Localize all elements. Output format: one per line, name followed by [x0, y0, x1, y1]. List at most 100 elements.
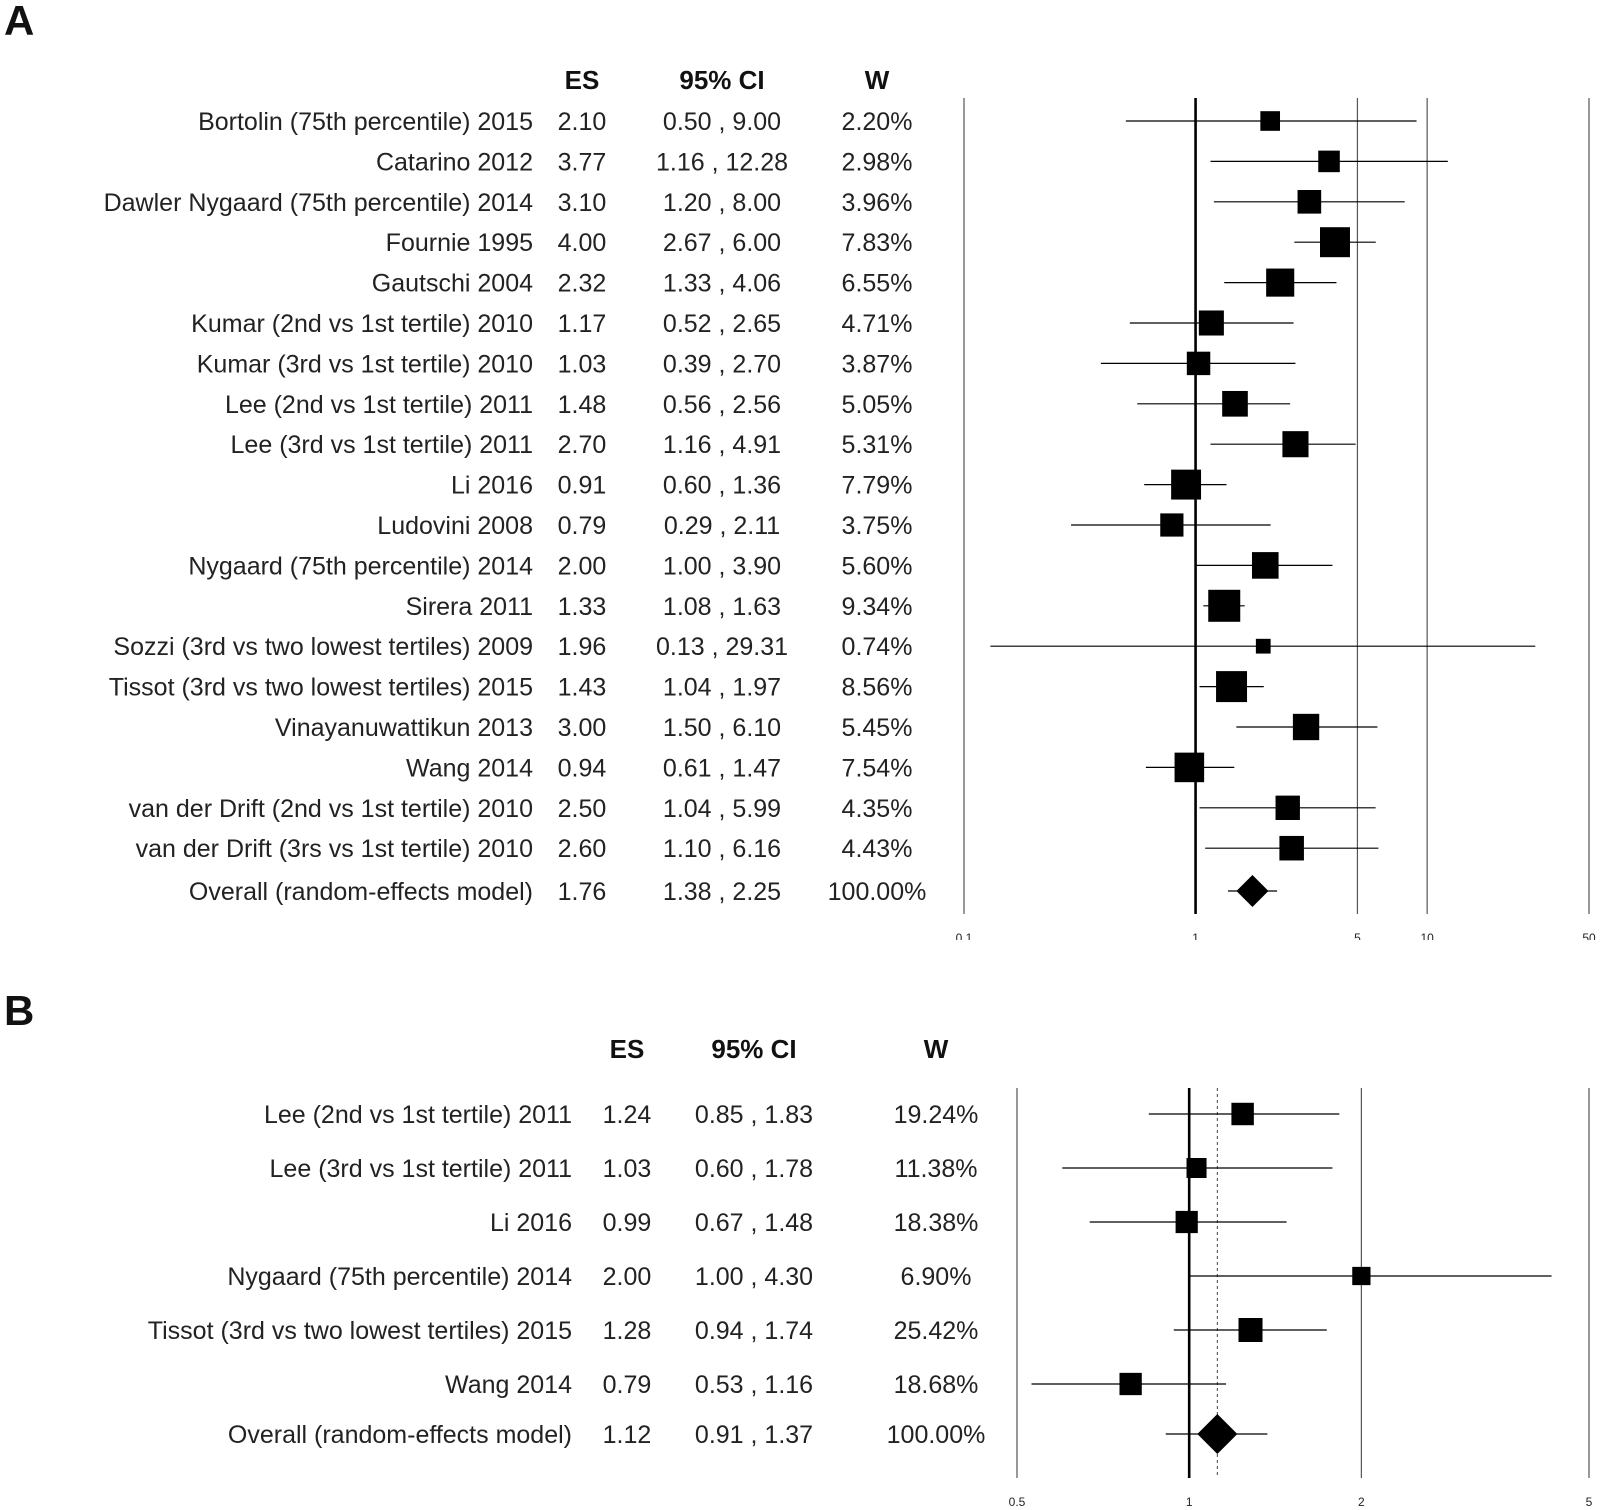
study-label: Fournie 1995	[386, 229, 533, 257]
study-effect-square	[1119, 1372, 1142, 1396]
study-label: Vinayanuwattikun 2013	[275, 714, 533, 742]
header-ci: 95% CI	[711, 1034, 796, 1064]
study-weight-value: 3.96%	[842, 189, 913, 217]
study-effect-square	[1297, 189, 1322, 214]
study-weight-value: 18.38%	[894, 1209, 979, 1237]
study-effect-square	[1292, 713, 1320, 741]
study-es-value: 3.10	[558, 189, 607, 217]
header-w: W	[865, 65, 890, 95]
study-ci-value: 1.10 , 6.16	[663, 835, 781, 863]
header-ci: 95% CI	[679, 65, 764, 95]
study-ci-value: 0.13 , 29.31	[656, 633, 788, 661]
overall-effect-diamond	[1236, 875, 1269, 907]
study-ci-value: 0.60 , 1.78	[695, 1155, 813, 1183]
forest-plot-a-canvas: ES 95% CI W 0.1 1 5 10 50 Bortolin (75th percent…	[104, 65, 1596, 940]
study-effect-square	[1198, 310, 1224, 336]
study-label: Wang 2014	[406, 754, 533, 782]
study-es-value: 3.00	[558, 714, 607, 742]
study-label: Bortolin (75th percentile) 2015	[198, 108, 533, 136]
study-label: Ludovini 2008	[377, 512, 533, 540]
study-es-value: 1.24	[603, 1101, 652, 1129]
panel-letter-a: A	[4, 0, 35, 44]
overall-ci-value: 0.91 , 1.37	[695, 1421, 813, 1449]
study-label: Sozzi (3rd vs two lowest tertiles) 2009	[113, 633, 533, 661]
study-effect-square	[1260, 111, 1281, 131]
study-es-value: 1.28	[603, 1317, 652, 1345]
study-label: Nygaard (75th percentile) 2014	[227, 1263, 572, 1291]
study-es-value: 0.79	[558, 512, 607, 540]
x-tick-label: 5	[1354, 931, 1361, 940]
study-effect-square	[1255, 638, 1271, 654]
study-ci-value: 0.50 , 9.00	[663, 108, 781, 136]
study-weight-value: 9.34%	[842, 593, 913, 621]
overall-weight-value: 100.00%	[828, 878, 927, 906]
study-effect-square	[1174, 752, 1205, 783]
study-label: Nygaard (75th percentile) 2014	[188, 552, 533, 580]
study-weight-value: 8.56%	[842, 674, 913, 702]
study-label: Tissot (3rd vs two lowest tertiles) 2015	[109, 674, 533, 702]
study-weight-value: 5.60%	[842, 552, 913, 580]
study-effect-square	[1275, 795, 1300, 820]
study-es-value: 2.10	[558, 108, 607, 136]
study-weight-value: 3.87%	[842, 350, 913, 378]
study-es-value: 1.96	[558, 633, 607, 661]
study-effect-square	[1282, 431, 1309, 458]
study-weight-value: 5.31%	[842, 431, 913, 459]
x-tick-label: 0.5	[1009, 1495, 1026, 1509]
study-ci-value: 2.67 , 6.00	[663, 229, 781, 257]
overall-label: Overall (random-effects model)	[189, 878, 533, 906]
study-weight-value: 7.54%	[842, 754, 913, 782]
overall-label: Overall (random-effects model)	[228, 1421, 572, 1449]
study-label: Kumar (3rd vs 1st tertile) 2010	[197, 350, 533, 378]
study-label: van der Drift (2nd vs 1st tertile) 2010	[129, 795, 533, 823]
study-effect-square	[1238, 1318, 1263, 1342]
study-weight-value: 0.74%	[842, 633, 913, 661]
study-es-value: 2.00	[603, 1263, 652, 1291]
study-label: van der Drift (3rs vs 1st tertile) 2010	[136, 835, 533, 863]
overall-es-value: 1.12	[603, 1421, 652, 1449]
study-label: Li 2016	[490, 1209, 572, 1237]
study-ci-value: 0.56 , 2.56	[663, 391, 781, 419]
study-label: Lee (2nd vs 1st tertile) 2011	[264, 1101, 572, 1129]
study-effect-square	[1231, 1102, 1254, 1126]
study-es-value: 0.99	[603, 1209, 652, 1237]
study-weight-value: 7.79%	[842, 472, 913, 500]
study-weight-value: 18.68%	[894, 1371, 979, 1399]
study-es-value: 1.33	[558, 593, 607, 621]
study-ci-value: 0.60 , 1.36	[663, 472, 781, 500]
study-effect-square	[1175, 1210, 1198, 1234]
x-tick-label: 50	[1582, 931, 1596, 940]
study-ci-value: 1.04 , 1.97	[663, 674, 781, 702]
study-ci-value: 0.67 , 1.48	[695, 1209, 813, 1237]
study-label: Wang 2014	[445, 1371, 572, 1399]
study-label: Tissot (3rd vs two lowest tertiles) 2015	[148, 1317, 572, 1345]
study-es-value: 3.77	[558, 148, 607, 176]
forest-plot-panel-a: A ES 95% CI W 0.1 1 5 10 50 Bortolin (75th perce…	[4, 0, 1596, 940]
x-tick-label: 1	[1192, 931, 1199, 940]
study-effect-square	[1186, 1157, 1207, 1179]
overall-effect-diamond	[1197, 1414, 1238, 1454]
study-label: Dawler Nygaard (75th percentile) 2014	[104, 189, 533, 217]
study-ci-value: 0.61 , 1.47	[663, 754, 781, 782]
study-es-value: 1.03	[603, 1155, 652, 1183]
study-effect-square	[1208, 589, 1241, 622]
study-es-value: 4.00	[558, 229, 607, 257]
study-ci-value: 1.20 , 8.00	[663, 189, 781, 217]
study-effect-square	[1222, 390, 1248, 417]
study-weight-value: 2.20%	[842, 108, 913, 136]
study-label: Lee (3rd vs 1st tertile) 2011	[231, 431, 533, 459]
x-tick-label: 5	[1586, 1495, 1593, 1509]
x-tick-label: 2	[1358, 1495, 1365, 1509]
study-ci-value: 0.53 , 1.16	[695, 1371, 813, 1399]
x-tick-label: 0.1	[956, 931, 973, 940]
study-weight-value: 3.75%	[842, 512, 913, 540]
study-weight-value: 6.90%	[901, 1263, 972, 1291]
study-ci-value: 1.50 , 6.10	[663, 714, 781, 742]
study-weight-value: 5.45%	[842, 714, 913, 742]
study-effect-square	[1251, 552, 1279, 579]
study-weight-value: 4.43%	[842, 835, 913, 863]
study-ci-value: 1.08 , 1.63	[663, 593, 781, 621]
study-es-value: 0.94	[558, 754, 607, 782]
study-weight-value: 7.83%	[842, 229, 913, 257]
study-label: Catarino 2012	[376, 148, 533, 176]
